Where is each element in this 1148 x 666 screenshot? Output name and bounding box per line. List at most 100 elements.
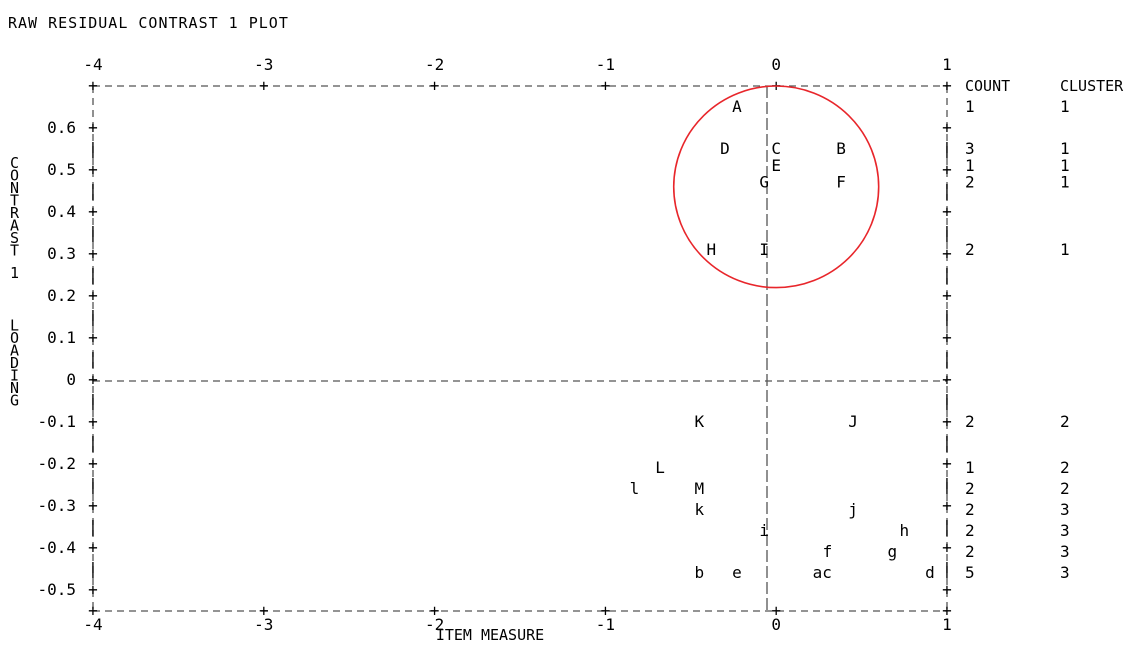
y-tick-mark: + [88, 118, 98, 137]
y-tick-label: 0.5 [47, 160, 76, 179]
y-tick-mark: + [942, 244, 952, 263]
y-axis-title-char: D [10, 354, 19, 372]
cluster-value: 1 [1060, 139, 1070, 158]
data-point-J: J [848, 412, 858, 431]
data-point-e: e [732, 563, 742, 582]
highlight-circle [672, 85, 880, 289]
x-tick-label-top: -4 [83, 55, 102, 74]
count-value: 2 [965, 240, 975, 259]
data-point-H: H [706, 240, 716, 259]
y-axis-title-char: 1 [10, 264, 19, 282]
cluster-value: 3 [1060, 500, 1070, 519]
y-tick-mark: + [942, 160, 952, 179]
cluster-value: 3 [1060, 521, 1070, 540]
data-point-i: i [759, 521, 769, 540]
frame-pipe: | [942, 433, 952, 452]
y-axis-title-char: N [10, 379, 19, 397]
y-axis-title-char: T [10, 192, 19, 210]
count-value: 1 [965, 458, 975, 477]
cluster-value: 1 [1060, 156, 1070, 175]
frame-pipe: | [88, 265, 98, 284]
y-tick-mark: + [942, 496, 952, 515]
data-points: A D C B EG F H I K J Ll Mk j i h f g b e ac d [630, 97, 935, 582]
count-value: 3 [965, 139, 975, 158]
x-tick-label-bottom: -3 [254, 615, 273, 634]
frame-pipe: | [942, 139, 952, 158]
x-tick-mark: + [430, 601, 440, 620]
y-tick-mark: + [88, 580, 98, 599]
x-tick-label-bottom: -2 [425, 615, 444, 634]
y-tick-mark: + [88, 370, 98, 389]
cluster-value: 2 [1060, 479, 1070, 498]
y-tick-label: -0.2 [37, 454, 76, 473]
y-axis-title-char: N [10, 179, 19, 197]
y-axis-title-char: O [10, 167, 19, 185]
frame-pipe: | [88, 139, 98, 158]
y-tick-mark: + [942, 328, 952, 347]
x-tick-label-top: -3 [254, 55, 273, 74]
y-tick-label: 0.4 [47, 202, 76, 221]
y-axis-title-char: I [10, 367, 19, 385]
cluster-value: 3 [1060, 563, 1070, 582]
count-value: 5 [965, 563, 975, 582]
y-axis-title-char: C [10, 154, 19, 172]
cluster-value: 3 [1060, 542, 1070, 561]
y-tick-mark: + [942, 538, 952, 557]
data-point-B: B [836, 139, 846, 158]
data-point-k: k [695, 500, 705, 519]
y-axis-title-char: L [10, 317, 19, 335]
y-tick-mark: + [942, 454, 952, 473]
data-point-l: l [630, 479, 640, 498]
y-tick-mark: + [88, 496, 98, 515]
count-value: 2 [965, 479, 975, 498]
frame-pipe: | [942, 391, 952, 410]
y-axis-title-char: S [10, 229, 19, 247]
y-tick-mark: + [88, 160, 98, 179]
y-tick-mark: + [942, 286, 952, 305]
count-header: COUNT [965, 77, 1010, 95]
count-value: 2 [965, 542, 975, 561]
x-axis-bottom-labels: -4 -3 -2 -1 0 1 [83, 615, 951, 634]
frame-pipe: | [88, 559, 98, 578]
data-point-F: F [836, 173, 846, 192]
y-axis-title-char: T [10, 242, 19, 260]
data-point-E: E [771, 156, 781, 175]
x-tick-label-bottom: -4 [83, 615, 102, 634]
x-tick-mark: + [259, 76, 269, 95]
y-tick-label: 0.6 [47, 118, 76, 137]
y-tick-mark: + [88, 538, 98, 557]
y-tick-label: 0.2 [47, 286, 76, 305]
frame-pipe: | [942, 307, 952, 326]
cluster-value: 1 [1060, 173, 1070, 192]
x-tick-mark: + [88, 601, 98, 620]
y-tick-label: 0.1 [47, 328, 76, 347]
x-tick-label-top: -2 [425, 55, 444, 74]
data-point-h: h [899, 521, 909, 540]
x-tick-mark: + [259, 601, 269, 620]
count-cluster-table: 1 13 11 12 12 12 21 22 22 32 32 35 3 [965, 97, 1070, 582]
frame-pipe: | [88, 517, 98, 536]
data-point-g: g [888, 542, 898, 561]
y-tick-label: 0.3 [47, 244, 76, 263]
count-value: 2 [965, 521, 975, 540]
frame-pipe: | [942, 559, 952, 578]
y-tick-mark: + [942, 370, 952, 389]
frame-pipe: | [88, 433, 98, 452]
x-tick-label-top: -1 [596, 55, 615, 74]
y-tick-mark: + [88, 244, 98, 263]
count-value: 2 [965, 173, 975, 192]
count-value: 2 [965, 412, 975, 431]
x-tick-label-bottom: 0 [771, 615, 781, 634]
y-tick-mark: + [942, 118, 952, 137]
x-tick-mark: + [430, 76, 440, 95]
x-axis-title: ITEM MEASURE [436, 626, 544, 644]
y-tick-label: -0.1 [37, 412, 76, 431]
x-tick-mark: + [771, 601, 781, 620]
frame-pipe: | [88, 349, 98, 368]
data-point-C: C [771, 139, 781, 158]
data-point-G: G [759, 173, 769, 192]
plot-frame [92, 85, 948, 612]
y-tick-mark: + [88, 454, 98, 473]
y-tick-label: 0 [66, 370, 76, 389]
y-tick-mark: + [88, 286, 98, 305]
